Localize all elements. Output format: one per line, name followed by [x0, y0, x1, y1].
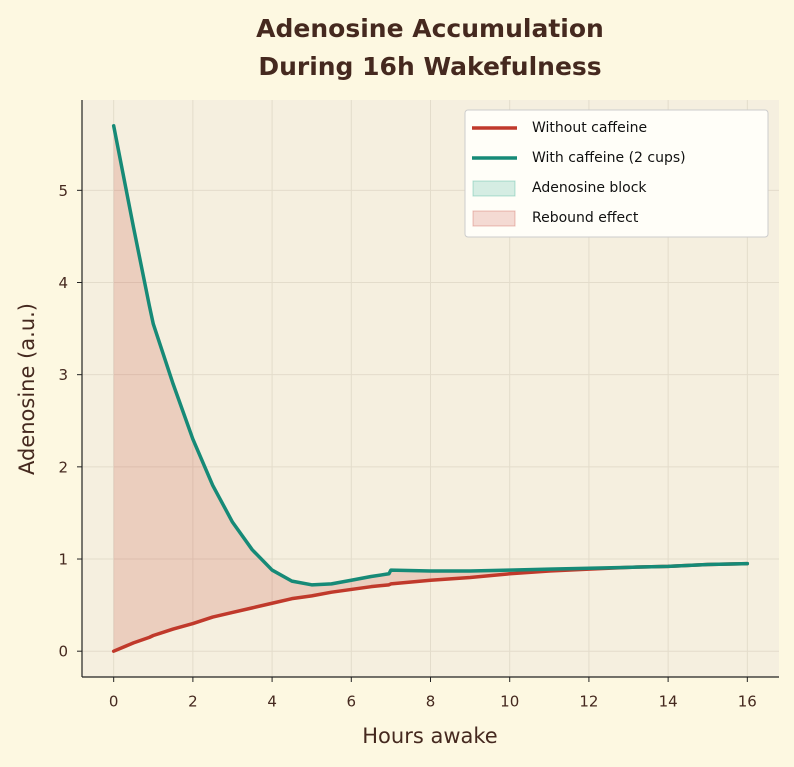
y-tick-label: 0 [58, 643, 68, 661]
y-axis-label: Adenosine (a.u.) [15, 303, 39, 475]
x-tick-label: 10 [500, 693, 519, 711]
series-line [111, 124, 750, 587]
y-tick-label: 5 [58, 182, 68, 200]
lines [111, 124, 750, 653]
x-tick-label: 14 [659, 693, 678, 711]
legend-label: With caffeine (2 cups) [532, 150, 686, 166]
y-tick-label: 3 [58, 366, 68, 384]
legend-swatch [472, 180, 516, 197]
x-tick-label: 12 [579, 693, 598, 711]
x-tick-label: 2 [188, 693, 198, 711]
x-tick-label: 4 [267, 693, 277, 711]
x-tick-label: 16 [738, 693, 757, 711]
x-tick-label: 6 [347, 693, 357, 711]
x-axis-label: Hours awake [362, 724, 497, 748]
legend-label: Adenosine block [532, 180, 647, 196]
rebound-area [113, 125, 748, 652]
chart-title: Adenosine Accumulation During 16h Wakeful… [256, 14, 604, 81]
legend-label: Rebound effect [532, 210, 639, 226]
fills [113, 125, 748, 652]
legend-box [464, 109, 769, 238]
legend: Without caffeine With caffeine (2 cups) Ad… [464, 109, 769, 238]
y-tick-label: 2 [58, 458, 68, 476]
x-tick-label: 8 [426, 693, 436, 711]
legend-swatch [472, 210, 516, 227]
x-tick-label: 0 [109, 693, 119, 711]
y-tick-label: 4 [58, 274, 68, 292]
y-tick-label: 1 [58, 551, 68, 569]
legend-label: Without caffeine [532, 120, 647, 136]
